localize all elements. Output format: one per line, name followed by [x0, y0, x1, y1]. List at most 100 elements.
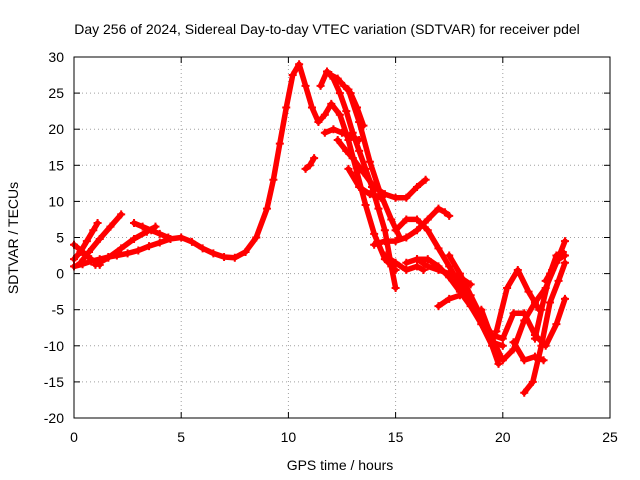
data-point [288, 71, 297, 80]
data-point [78, 247, 87, 256]
series-track-13 [344, 164, 385, 202]
data-point [346, 132, 355, 141]
data-point [76, 258, 85, 267]
data-point [82, 237, 91, 246]
data-point [554, 255, 563, 264]
series-trace [521, 260, 568, 396]
data-point [342, 146, 351, 155]
data-point [445, 251, 454, 260]
series-trace [403, 256, 506, 349]
data-point [492, 327, 501, 336]
data-point [380, 251, 389, 260]
data-point [560, 251, 569, 260]
x-tick-label: 10 [281, 429, 297, 445]
data-point [106, 222, 115, 231]
data-point [402, 265, 411, 274]
y-tick-label: -10 [44, 338, 64, 354]
data-point [434, 244, 443, 253]
data-point [327, 71, 336, 80]
series-trace [542, 252, 568, 284]
data-point [466, 291, 475, 300]
y-tick-label: 0 [56, 266, 64, 282]
data-point [333, 136, 342, 145]
data-point [419, 265, 428, 274]
data-point [329, 125, 338, 134]
series-track-10 [320, 125, 364, 145]
data-point [361, 201, 370, 210]
series-track-07 [301, 154, 319, 173]
y-tick-label: -15 [44, 374, 64, 390]
data-point [421, 175, 430, 184]
data-point [402, 193, 411, 202]
data-point [301, 81, 310, 90]
data-point [387, 215, 396, 224]
data-point [164, 233, 173, 242]
series-trace [71, 241, 103, 268]
data-point [440, 208, 449, 217]
data-point [423, 226, 432, 235]
data-point [387, 262, 396, 271]
data-point [413, 182, 422, 191]
data-point [241, 247, 250, 256]
data-point [177, 233, 186, 242]
data-point [365, 190, 374, 199]
data-point [413, 226, 422, 235]
data-point [528, 377, 537, 386]
data-point [445, 294, 454, 303]
data-point [520, 316, 529, 325]
x-tick-label: 25 [602, 429, 618, 445]
data-point [95, 260, 104, 269]
data-point [402, 233, 411, 242]
series-trace [392, 216, 502, 367]
series-trace [349, 155, 429, 201]
data-point [380, 190, 389, 199]
data-point [335, 89, 344, 98]
data-point [138, 222, 147, 231]
data-point [445, 269, 454, 278]
data-point [155, 229, 164, 238]
data-point [104, 253, 113, 262]
series-trace [345, 166, 384, 201]
data-point [340, 81, 349, 90]
data-point [391, 226, 400, 235]
data-point [342, 107, 351, 116]
data-point [220, 252, 229, 261]
data-point [423, 255, 432, 264]
series-track-25 [520, 258, 569, 397]
data-point [95, 234, 104, 243]
data-point [530, 334, 539, 343]
data-point [539, 356, 548, 365]
data-point [310, 154, 319, 163]
data-point [374, 204, 383, 213]
data-point [541, 276, 550, 285]
data-point [301, 164, 310, 173]
data-point [434, 302, 443, 311]
series-track-14 [348, 154, 430, 202]
x-tick-label: 0 [70, 429, 78, 445]
data-point [391, 258, 400, 267]
data-point [380, 237, 389, 246]
data-point [348, 154, 357, 163]
series-track-16 [380, 251, 428, 274]
data-point [445, 262, 454, 271]
data-point [355, 146, 364, 155]
data-point [413, 215, 422, 224]
data-point [134, 246, 143, 255]
data-point [402, 215, 411, 224]
data-point [282, 103, 291, 112]
data-point [269, 175, 278, 184]
data-point [509, 309, 518, 318]
data-point [338, 128, 346, 137]
data-point [498, 356, 507, 365]
data-point [87, 255, 96, 264]
data-point [370, 182, 379, 191]
series-track-27 [541, 251, 569, 285]
data-point [314, 117, 323, 126]
data-point [327, 99, 336, 108]
data-point [147, 226, 156, 235]
data-point [423, 262, 432, 271]
data-point [93, 219, 102, 228]
data-point [445, 211, 454, 220]
data-point [554, 276, 563, 285]
data-point [320, 110, 329, 119]
